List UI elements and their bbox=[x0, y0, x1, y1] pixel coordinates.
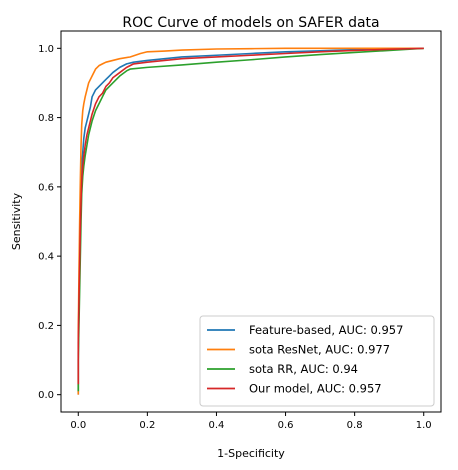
chart-title: ROC Curve of models on SAFER data bbox=[122, 15, 379, 31]
y-tick-label: 0.6 bbox=[38, 182, 54, 193]
y-tick-label: 1.0 bbox=[38, 44, 54, 55]
legend-label: sota RR, AUC: 0.94 bbox=[249, 362, 358, 376]
x-tick-label: 0.8 bbox=[347, 420, 363, 431]
legend: Feature-based, AUC: 0.957 sota ResNet, AU… bbox=[199, 315, 435, 407]
y-tick-label: 0.4 bbox=[38, 252, 54, 263]
x-tick-label: 0.2 bbox=[139, 420, 155, 431]
y-axis-ticks: 0.0 0.2 0.4 0.6 0.8 1.0 bbox=[38, 44, 61, 401]
x-tick-label: 0.6 bbox=[278, 420, 294, 431]
series-lines bbox=[77, 47, 424, 395]
series-line-4 bbox=[77, 47, 424, 385]
x-axis-label: 1-Specificity bbox=[217, 447, 285, 460]
series-line-2 bbox=[77, 47, 424, 395]
y-axis-label: Sensitivity bbox=[10, 192, 23, 250]
plot-area bbox=[60, 30, 442, 413]
legend-box bbox=[199, 315, 435, 407]
plot-frame bbox=[60, 30, 442, 413]
y-tick-label: 0.2 bbox=[38, 321, 54, 332]
y-tick-label: 0.8 bbox=[38, 113, 54, 124]
x-axis-ticks: 0.0 0.2 0.4 0.6 0.8 1.0 bbox=[70, 412, 432, 431]
legend-label: Feature-based, AUC: 0.957 bbox=[249, 323, 403, 337]
legend-label: sota ResNet, AUC: 0.977 bbox=[249, 343, 390, 357]
x-tick-label: 1.0 bbox=[416, 420, 432, 431]
x-tick-label: 0.0 bbox=[70, 420, 86, 431]
legend-label: Our model, AUC: 0.957 bbox=[249, 382, 382, 396]
x-tick-label: 0.4 bbox=[209, 420, 225, 431]
y-tick-label: 0.0 bbox=[38, 390, 54, 401]
